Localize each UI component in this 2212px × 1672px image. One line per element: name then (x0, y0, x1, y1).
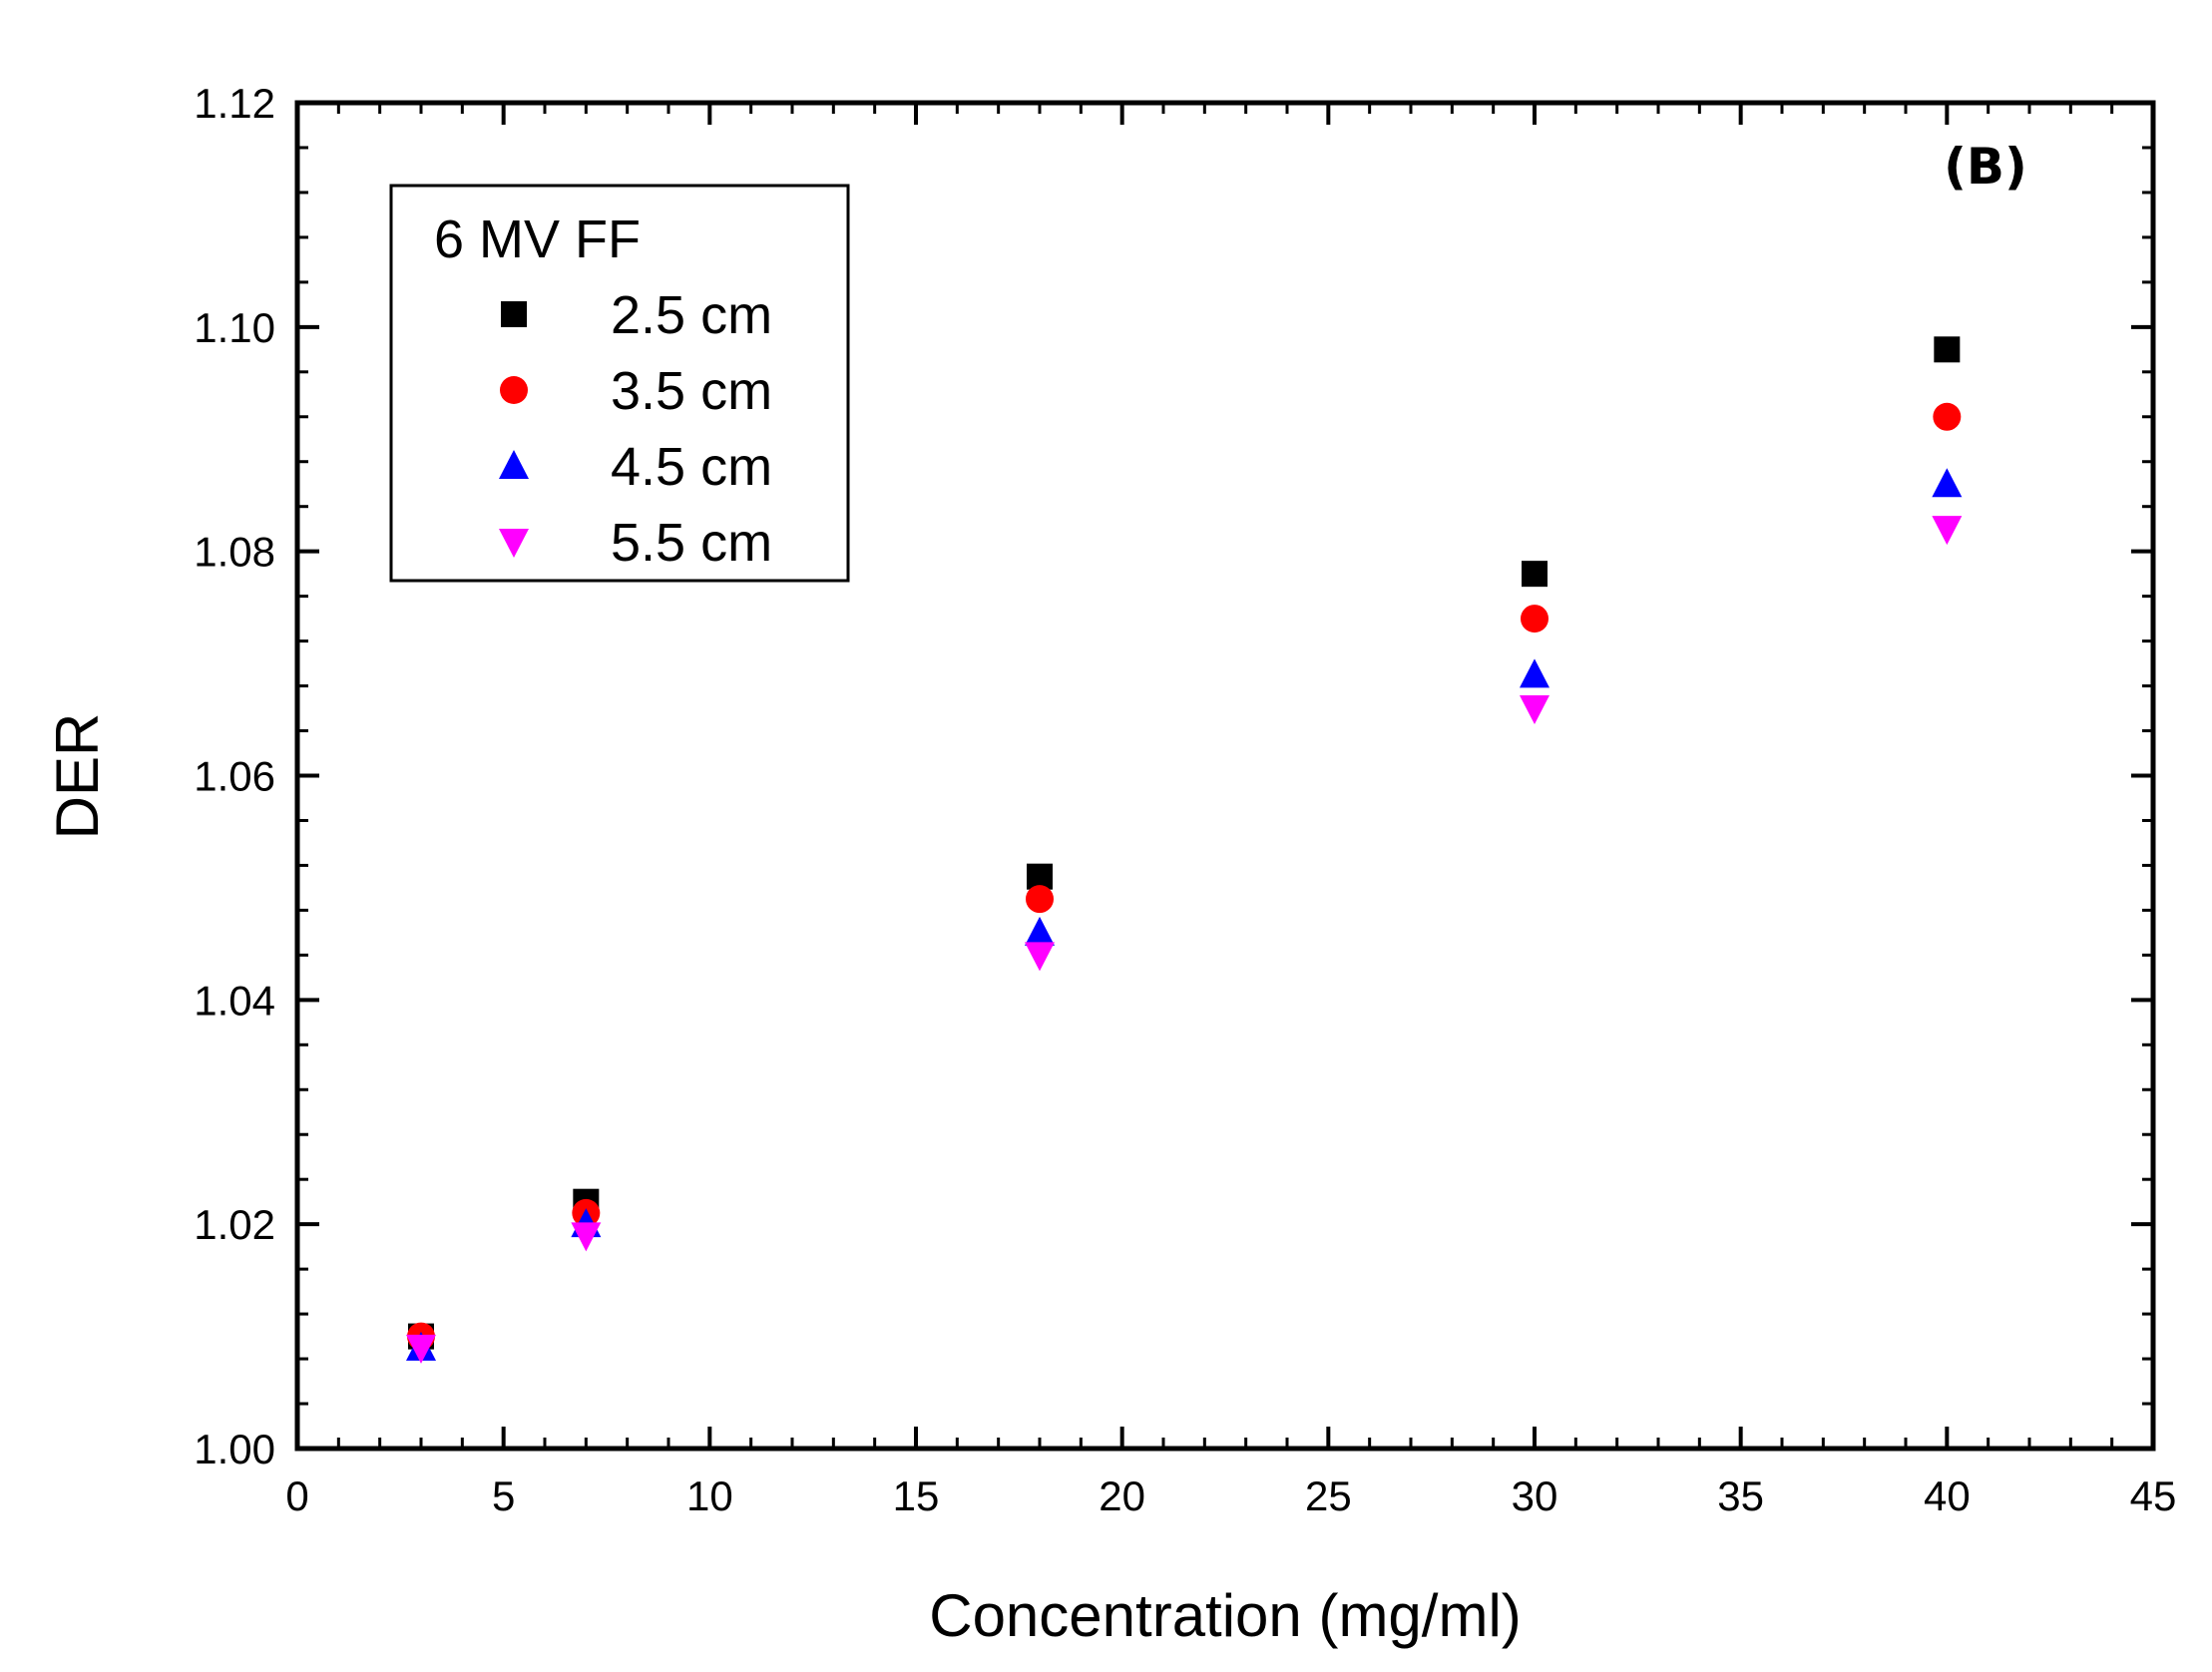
panel-label: (B) (1944, 138, 2027, 196)
data-point (1522, 561, 1548, 588)
x-tick-label: 40 (1924, 1472, 1971, 1519)
data-point (1025, 916, 1055, 946)
y-tick-label: 1.10 (194, 304, 275, 351)
data-point (1026, 885, 1054, 914)
x-axis-title: Concentration (mg/ml) (929, 1582, 1522, 1649)
x-tick-label: 30 (1512, 1472, 1558, 1519)
legend-box (389, 184, 850, 583)
legend-label: 3.5 cm (611, 361, 772, 421)
tick-labels-layer: 0 5 10 15 20 25 30 35 40 45 1.00 1.02 1.04 1.06 1.08 1.… (194, 80, 2176, 1519)
y-tick-label: 1.12 (194, 80, 275, 127)
legend-label: 5.5 cm (611, 513, 772, 573)
y-tick-label: 1.06 (194, 753, 275, 800)
data-point (1932, 468, 1963, 498)
points-layer (406, 336, 1963, 1364)
data-point (571, 1222, 602, 1252)
series-3-5-cm (407, 402, 1962, 1351)
legend-marker (500, 376, 528, 404)
y-axis-title: DER (44, 713, 111, 840)
data-point (1520, 695, 1549, 725)
x-tick-label: 25 (1305, 1472, 1352, 1519)
x-tick-label: 10 (686, 1472, 733, 1519)
legend-title: 6 MV FF (434, 209, 641, 269)
legend-label: 4.5 cm (611, 437, 772, 497)
data-point (1934, 336, 1961, 363)
data-point (1932, 516, 1963, 546)
x-tick-label: 0 (285, 1472, 308, 1519)
series-4-5-cm (406, 468, 1963, 1361)
x-tick-label: 5 (492, 1472, 515, 1519)
legend-entries: 2.5 cm 3.5 cm 4.5 cm 5.5 cm (499, 285, 772, 573)
data-point (1520, 658, 1549, 688)
data-point (1521, 605, 1548, 633)
series-5-5-cm (406, 516, 1963, 1364)
plot-frame (294, 100, 2156, 1452)
legend-marker (501, 301, 527, 327)
x-tick-label: 35 (1717, 1472, 1764, 1519)
legend: 6 MV FF 2.5 cm 3.5 cm 4.5 cm 5.5 cm (389, 184, 850, 583)
legend-marker (499, 450, 529, 479)
x-tick-label: 20 (1099, 1472, 1145, 1519)
data-point (1025, 942, 1055, 972)
x-tick-label: 45 (2130, 1472, 2177, 1519)
legend-label: 2.5 cm (611, 285, 772, 345)
y-tick-label: 1.04 (194, 977, 275, 1024)
y-tick-label: 1.02 (194, 1201, 275, 1248)
y-tick-label: 1.08 (194, 529, 275, 576)
legend-marker (499, 529, 529, 558)
x-tick-label: 15 (893, 1472, 940, 1519)
data-point (406, 1334, 436, 1364)
data-point (1933, 402, 1962, 431)
y-tick-label: 1.00 (194, 1426, 275, 1472)
